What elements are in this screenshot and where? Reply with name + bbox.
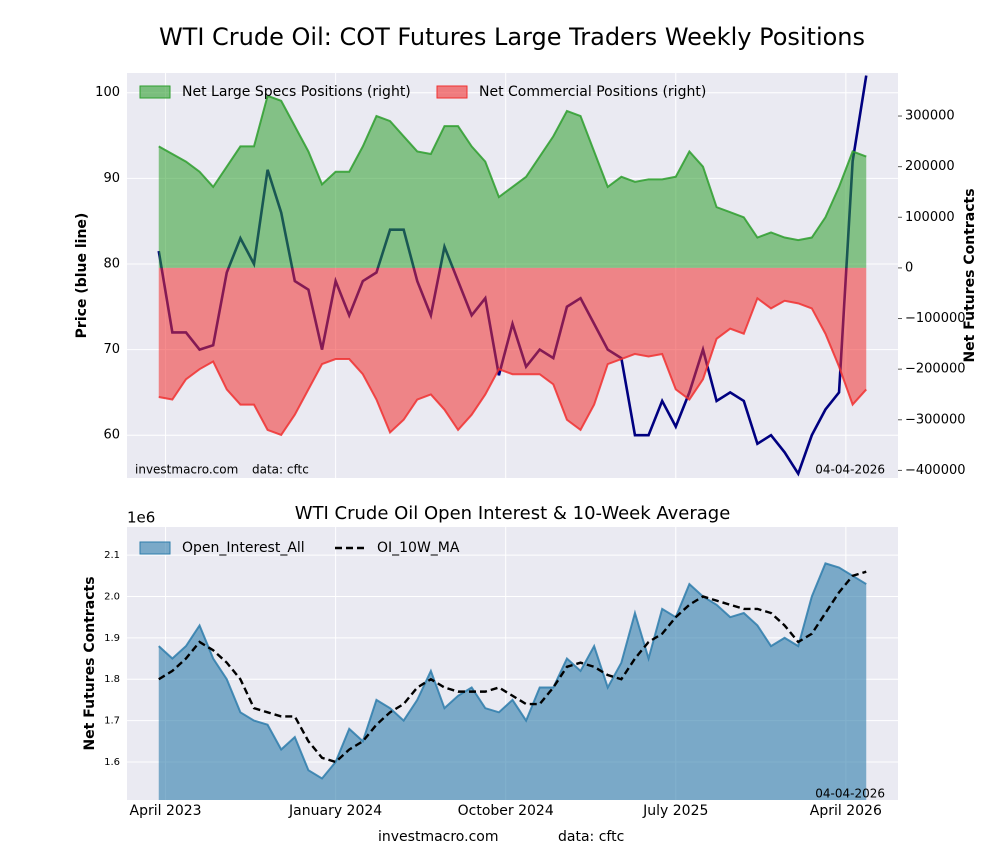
x-tick-label: January 2024	[288, 803, 382, 819]
x-tick-label: April 2026	[810, 803, 882, 819]
y-tick-label: 1.6	[104, 757, 120, 768]
y-tick-label: 100	[95, 85, 120, 100]
footer-site: investmacro.com	[378, 829, 498, 845]
legend-label: Net Commercial Positions (right)	[479, 84, 706, 100]
y-axis-label: Net Futures Contracts	[82, 576, 98, 750]
area-fill	[158, 267, 867, 435]
area-line	[158, 94, 867, 242]
plot-area	[158, 562, 867, 800]
legend-swatch	[436, 85, 468, 99]
y-tick-label: 2.0	[104, 591, 120, 602]
y2-tick-label: 300000	[905, 109, 955, 124]
area-fill	[158, 563, 867, 800]
y2-tick-label: −300000	[905, 412, 966, 427]
y-tick-label: 1.9	[104, 633, 120, 644]
y2-tick-label: −100000	[905, 311, 966, 326]
watermark-date: 04-04-2026	[815, 787, 885, 801]
y-tick-label: 2.1	[104, 550, 120, 561]
y-axis-label: Price (blue line)	[74, 213, 90, 339]
y2-tick-label: −200000	[905, 362, 966, 377]
legend-label: Net Large Specs Positions (right)	[182, 84, 411, 100]
footer-source: data: cftc	[558, 829, 624, 845]
area-line	[158, 562, 867, 780]
y2-axis-label: Net Futures Contracts	[962, 188, 978, 362]
legend-label: Open_Interest_All	[182, 540, 305, 556]
y2-tick-label: 100000	[905, 210, 955, 225]
y-tick-label: 70	[103, 342, 120, 357]
y2-tick-label: −400000	[905, 463, 966, 478]
watermark-site: investmacro.com	[135, 463, 238, 477]
ma-line	[158, 570, 867, 764]
area-fill	[158, 95, 867, 268]
x-tick-label: October 2024	[458, 803, 554, 819]
figure-title: WTI Crude Oil: COT Futures Large Traders…	[159, 23, 865, 51]
watermark-source: data: cftc	[252, 463, 309, 477]
y2-tick-label: 0	[905, 260, 913, 275]
watermark-date: 04-04-2026	[815, 463, 885, 477]
y2-tick-label: 200000	[905, 159, 955, 174]
legend-swatch	[139, 85, 171, 99]
y-tick-label: 90	[103, 171, 120, 186]
y-tick-label: 80	[103, 256, 120, 271]
legend-label: OI_10W_MA	[377, 540, 460, 556]
chart-title: WTI Crude Oil Open Interest & 10-Week Av…	[295, 503, 731, 524]
x-tick-label: April 2023	[130, 803, 202, 819]
plot-area	[157, 75, 868, 477]
y-tick-label: 1.7	[104, 716, 120, 727]
x-tick-label: July 2025	[642, 803, 708, 819]
y-tick-label: 60	[103, 428, 120, 443]
legend-swatch	[139, 541, 171, 555]
area-line	[158, 296, 867, 437]
y-offset-label: 1e6	[127, 509, 155, 527]
y-tick-label: 1.8	[104, 674, 120, 685]
